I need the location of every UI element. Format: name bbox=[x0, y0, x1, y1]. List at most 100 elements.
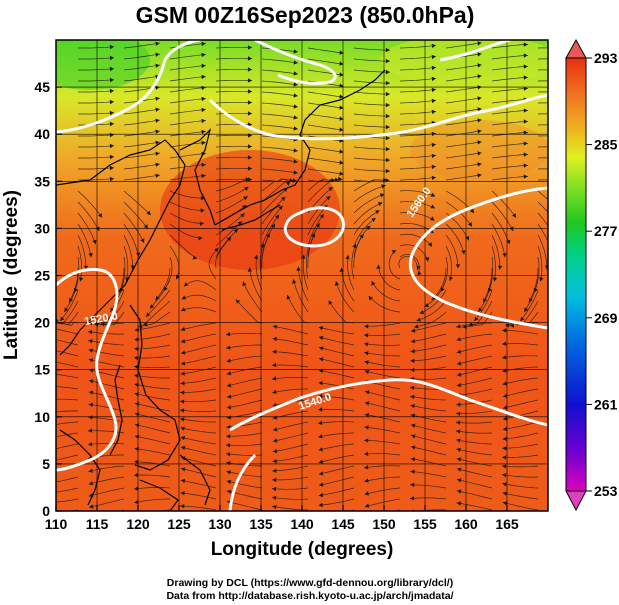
streamline-arrow bbox=[110, 307, 115, 312]
streamline bbox=[502, 492, 539, 500]
streamline-arrow bbox=[319, 482, 324, 487]
streamline-arrow bbox=[64, 307, 69, 312]
streamline-arrow bbox=[523, 75, 528, 80]
streamline bbox=[410, 424, 447, 434]
streamline bbox=[78, 101, 115, 104]
streamline-arrow bbox=[410, 339, 416, 344]
streamline-arrow bbox=[180, 503, 185, 509]
streamline-arrow bbox=[385, 168, 390, 174]
streamline bbox=[56, 498, 79, 503]
y-tick-label: 15 bbox=[34, 362, 50, 378]
streamline bbox=[169, 190, 206, 199]
streamline bbox=[502, 343, 539, 346]
streamline-arrow bbox=[365, 390, 370, 395]
streamline bbox=[123, 141, 160, 148]
streamline bbox=[491, 132, 528, 137]
streamline-arrow bbox=[88, 390, 94, 395]
streamline-arrow bbox=[539, 277, 544, 282]
x-tick-label: 135 bbox=[249, 516, 273, 532]
streamline bbox=[410, 344, 447, 352]
streamline bbox=[78, 178, 115, 181]
streamline bbox=[399, 155, 436, 159]
streamline bbox=[364, 440, 401, 445]
colorbar-tick-label: 277 bbox=[594, 223, 618, 239]
streamline-arrow bbox=[502, 328, 507, 333]
streamline-arrow bbox=[272, 449, 278, 454]
streamline-arrow bbox=[109, 143, 114, 149]
streamline-arrow bbox=[244, 187, 249, 191]
streamline-arrow bbox=[555, 238, 559, 243]
streamline bbox=[261, 157, 298, 163]
streamline-arrow bbox=[293, 115, 298, 120]
streamline bbox=[169, 131, 206, 137]
streamline bbox=[410, 471, 447, 478]
x-tick-label: 145 bbox=[331, 516, 355, 532]
streamline bbox=[261, 58, 298, 64]
streamline bbox=[491, 88, 528, 93]
streamline bbox=[261, 102, 298, 108]
streamline bbox=[134, 448, 171, 456]
streamline-arrow bbox=[477, 41, 482, 46]
streamline-arrow bbox=[109, 176, 114, 182]
streamline-arrow bbox=[272, 389, 277, 394]
streamline-arrow bbox=[381, 184, 386, 189]
streamline bbox=[215, 195, 248, 214]
streamline bbox=[226, 432, 263, 437]
streamline bbox=[180, 427, 217, 434]
streamline bbox=[88, 322, 125, 325]
streamline-arrow bbox=[200, 196, 205, 201]
streamline bbox=[134, 393, 171, 401]
streamline-arrow bbox=[272, 468, 277, 473]
streamline bbox=[88, 358, 125, 368]
streamline-arrow bbox=[477, 173, 482, 178]
streamline bbox=[399, 253, 420, 276]
streamline-arrow bbox=[523, 163, 528, 168]
streamline bbox=[318, 408, 355, 412]
streamline-arrow bbox=[293, 148, 298, 153]
streamline-arrow bbox=[364, 451, 369, 456]
streamline-arrow bbox=[88, 402, 93, 407]
streamline-arrow bbox=[89, 504, 94, 509]
streamline bbox=[307, 58, 344, 65]
streamline bbox=[364, 343, 401, 346]
streamline bbox=[56, 410, 79, 413]
streamline-arrow bbox=[339, 72, 344, 77]
streamline-arrow bbox=[359, 234, 364, 239]
streamline-arrow bbox=[457, 372, 462, 377]
streamline-arrow bbox=[247, 111, 252, 116]
streamline-arrow bbox=[456, 457, 462, 462]
streamline-arrow bbox=[226, 371, 232, 376]
streamline bbox=[478, 278, 493, 313]
streamline-arrow bbox=[226, 424, 231, 430]
colorbar-tick-label: 261 bbox=[594, 396, 618, 412]
streamline-arrow bbox=[275, 214, 280, 220]
streamline-arrow bbox=[411, 445, 416, 450]
x-tick-label: 155 bbox=[413, 516, 437, 532]
streamline bbox=[445, 163, 482, 170]
streamline bbox=[364, 487, 401, 495]
streamline-arrow bbox=[364, 465, 369, 470]
streamline bbox=[491, 121, 528, 126]
streamline-arrow bbox=[134, 346, 139, 352]
streamline-arrow bbox=[502, 455, 507, 460]
streamline-arrow bbox=[431, 109, 436, 115]
streamline-arrow bbox=[271, 223, 275, 229]
streamline bbox=[123, 130, 160, 137]
streamline bbox=[502, 502, 539, 511]
streamline bbox=[134, 344, 171, 350]
streamline-arrow bbox=[247, 177, 252, 182]
streamline-arrow bbox=[60, 316, 65, 321]
streamline bbox=[180, 377, 217, 384]
streamline bbox=[134, 461, 171, 467]
streamline bbox=[78, 167, 115, 170]
streamline-arrow bbox=[134, 382, 139, 388]
streamline-arrow bbox=[233, 228, 238, 234]
streamline-arrow bbox=[318, 326, 324, 331]
streamline bbox=[88, 416, 125, 423]
streamline bbox=[123, 152, 160, 159]
streamline bbox=[445, 174, 482, 181]
streamline-arrow bbox=[457, 361, 462, 366]
streamline bbox=[155, 267, 171, 301]
streamline bbox=[180, 492, 217, 500]
streamline-arrow bbox=[431, 43, 436, 49]
